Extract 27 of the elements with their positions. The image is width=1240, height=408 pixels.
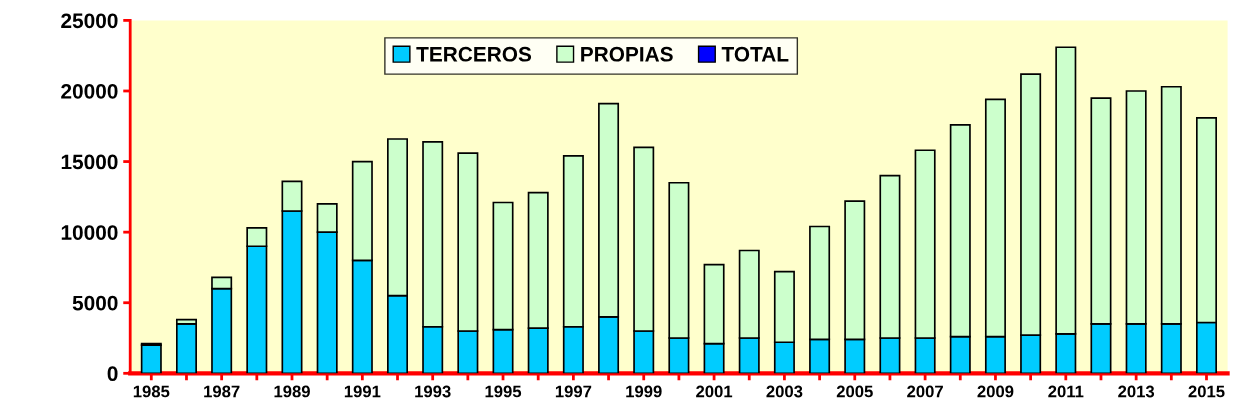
y-tick-label: 0 [107,366,118,382]
x-tick-label: 2005 [836,385,873,398]
y-tick-label: 10000 [61,225,118,240]
x-tick-label: 1999 [626,385,662,398]
y-tick-label: 20000 [61,83,118,99]
x-tick-label: 2007 [907,385,943,398]
x-tick-label: 2003 [766,385,803,398]
y-tick-label: 5000 [72,295,118,311]
x-tick-label: 2009 [977,385,1014,398]
x-tick-label: 1989 [274,385,310,398]
legend-label: TERCEROS [416,46,532,62]
bar [175,323,197,374]
legend-label: PROPIAS [581,46,673,62]
y-tick-label: 25000 [61,13,118,29]
x-tick-label: 1993 [415,385,451,398]
y-tick-label: 15000 [61,154,118,170]
x-tick-label: 1987 [204,385,240,398]
x-tick-label: 2015 [1188,385,1225,398]
x-tick-label: 2001 [696,385,733,398]
x-tick-label: 1991 [344,385,381,398]
x-tick-label: 2013 [1118,385,1155,398]
bar [140,344,162,374]
x-tick-label: 1997 [555,385,592,398]
x-tick-label: 1985 [133,385,170,398]
legend-label: TOTAL [721,46,789,62]
x-tick-label: 2011 [1048,385,1084,398]
x-tick-label: 1995 [485,385,522,398]
